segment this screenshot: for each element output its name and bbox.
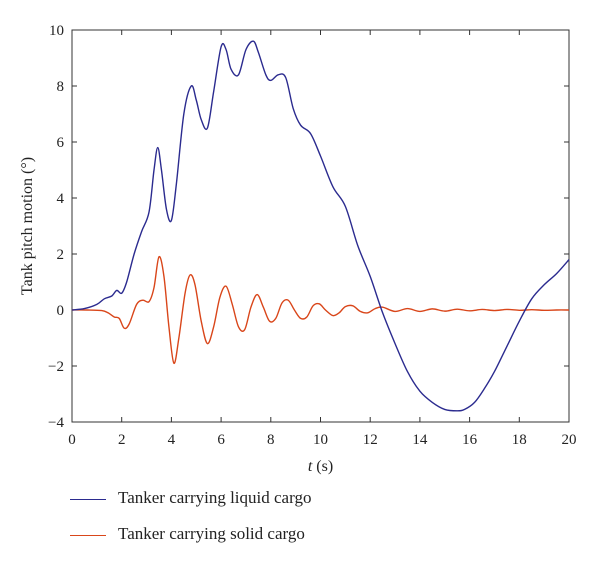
x-axis-title: t (s): [308, 458, 333, 475]
y-tick-label: 2: [57, 247, 65, 263]
x-tick-label: 18: [512, 432, 527, 448]
series-line-liquid-cargo: [71, 40, 570, 412]
y-tick-label: 0: [57, 303, 65, 319]
y-tick-label: −4: [48, 415, 64, 431]
series-layer: [71, 40, 570, 412]
x-tick-label: 14: [412, 432, 428, 448]
y-tick-label: 10: [49, 23, 64, 39]
x-tick-label: 6: [217, 432, 225, 448]
legend-swatch-solid: [70, 535, 106, 536]
legend-label-solid: Tanker carrying solid cargo: [118, 524, 305, 543]
x-tick-label: 10: [313, 432, 328, 448]
x-tick-label: 8: [267, 432, 275, 448]
y-axis-title: Tank pitch motion (°): [19, 157, 36, 295]
y-axis: −4 −2 0 2 4 6 8 10: [48, 23, 569, 431]
y-tick-label: 8: [57, 79, 65, 95]
x-axis-title-unit: (s): [312, 458, 333, 475]
x-tick-label: 16: [462, 432, 478, 448]
line-chart: 0 2 4 6 8 10 12 14 16 18 20 −4 −2 0 2 4 6 8 10 t (s) Tank…: [19, 23, 577, 475]
series-line-solid-cargo: [71, 255, 570, 364]
plot-frame: [71, 29, 570, 423]
x-tick-label: 12: [363, 432, 378, 448]
y-tick-label: 4: [57, 191, 65, 207]
y-tick-label: −2: [48, 359, 64, 375]
y-tick-label: 6: [57, 135, 65, 151]
x-axis: 0 2 4 6 8 10 12 14 16 18 20: [68, 30, 577, 448]
legend-swatch-liquid: [70, 499, 106, 500]
x-tick-label: 0: [68, 432, 76, 448]
x-tick-label: 20: [562, 432, 577, 448]
legend-label-liquid: Tanker carrying liquid cargo: [118, 488, 312, 507]
plot-area: [71, 29, 570, 423]
x-tick-label: 4: [168, 432, 176, 448]
x-tick-label: 2: [118, 432, 126, 448]
x-axis-title-var: t: [308, 458, 313, 475]
